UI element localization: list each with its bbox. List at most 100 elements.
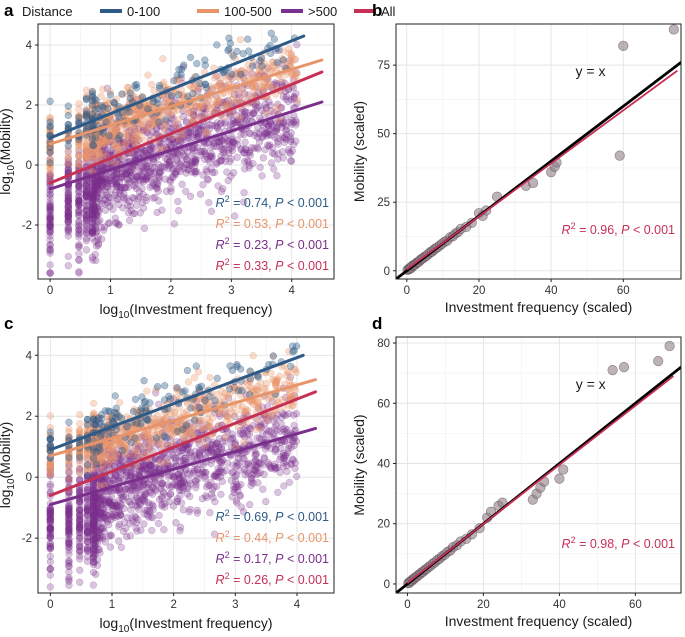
panel-d-letter: d bbox=[372, 314, 382, 333]
panel-a-point-d500 bbox=[88, 217, 96, 226]
panel-a-point-d500 bbox=[137, 165, 145, 173]
panel-a-point-d500 bbox=[111, 176, 119, 184]
panel-a-point-d100_500 bbox=[199, 100, 207, 108]
panel-c-point-d500 bbox=[288, 455, 297, 463]
panel-a-point-d100_500 bbox=[124, 127, 132, 136]
panel-a-point-d500 bbox=[185, 108, 194, 117]
panel-a-point-d500 bbox=[271, 133, 279, 142]
panel-a-point-d500 bbox=[267, 120, 275, 129]
panel-a-point-d500 bbox=[75, 230, 83, 238]
panel-a-point-d500 bbox=[138, 171, 146, 179]
panel-a-point-d500 bbox=[197, 125, 205, 134]
panel-a-point-d500 bbox=[91, 178, 100, 186]
panel-c-point-d0_100 bbox=[111, 392, 119, 400]
panel-c-point-d500 bbox=[65, 516, 73, 524]
panel-c-point-d500 bbox=[197, 470, 205, 478]
panel-c-point-d500 bbox=[76, 497, 84, 505]
panel-a-point-d500 bbox=[98, 135, 106, 143]
panel-a-point-d500 bbox=[113, 194, 122, 203]
panel-c-point-d500 bbox=[160, 525, 168, 534]
panel-a-point-d500 bbox=[204, 155, 212, 163]
panel-a-point-d500 bbox=[196, 190, 205, 198]
panel-a-point-d0_100 bbox=[126, 89, 134, 97]
panel-a-point-d500 bbox=[261, 100, 269, 108]
panel-a-point-d500 bbox=[88, 206, 96, 214]
panel-a-point-d100_500 bbox=[121, 141, 130, 149]
panel-a-point-d500 bbox=[124, 139, 133, 148]
panel-c-point-d100_500 bbox=[65, 475, 73, 483]
panel-c-point-d500 bbox=[108, 512, 117, 521]
panel-a-point-d500 bbox=[92, 227, 101, 235]
panel-a-point-d500 bbox=[64, 206, 72, 215]
panel-a-point-d500 bbox=[116, 174, 125, 182]
panel-a-point-d100_500 bbox=[46, 171, 54, 179]
panel-a-point-d500 bbox=[180, 164, 189, 173]
panel-a-point-d500 bbox=[46, 241, 54, 249]
legend-label-d0_100: 0-100 bbox=[127, 4, 160, 19]
panel-a-point-d500 bbox=[278, 119, 286, 128]
panel-a-point-d500 bbox=[156, 121, 165, 130]
panel-c-point-d0_100 bbox=[190, 416, 199, 424]
panel-a-point-d500 bbox=[191, 156, 200, 164]
panel-c-point-d500 bbox=[65, 568, 73, 576]
panel-a-point-d500 bbox=[64, 204, 72, 213]
panel-a-point-d500 bbox=[265, 130, 273, 139]
panel-a-point-d500 bbox=[82, 181, 91, 190]
panel-c-letter: c bbox=[4, 314, 13, 333]
panel-c-point-d500 bbox=[213, 482, 221, 491]
panel-c-point-d0_100 bbox=[286, 362, 295, 370]
panel-c-point-d500 bbox=[179, 485, 187, 493]
panel-c-point-d0_100 bbox=[118, 446, 127, 455]
panel-a-point-d500 bbox=[143, 128, 151, 137]
panel-a-point-d500 bbox=[75, 225, 83, 233]
panel-a-point-d500 bbox=[221, 157, 230, 165]
panel-a-point-d500 bbox=[94, 241, 103, 249]
panel-a-point-d500 bbox=[259, 154, 268, 162]
panel-a-point-d500 bbox=[213, 124, 222, 132]
panel-a-point-d500 bbox=[119, 169, 127, 177]
panel-a-point-d500 bbox=[172, 170, 180, 178]
panel-a-point-d500 bbox=[64, 191, 72, 199]
panel-a-point-d500 bbox=[277, 104, 285, 112]
panel-a-point-d500 bbox=[127, 139, 135, 147]
panel-a-point-d500 bbox=[274, 140, 282, 148]
panel-c-point-d500 bbox=[140, 461, 148, 469]
panel-a-point-d500 bbox=[93, 218, 101, 226]
panel-a-point-d500 bbox=[89, 210, 97, 219]
panel-a-point-d500 bbox=[95, 176, 104, 184]
panel-a-point-d500 bbox=[171, 96, 179, 104]
panel-c-point-d0_100 bbox=[65, 418, 73, 426]
panel-c-point-d0_100 bbox=[195, 404, 204, 412]
panel-a-point-d500 bbox=[129, 131, 138, 140]
panel-a-point-d500 bbox=[258, 106, 266, 114]
panel-c-point-d500 bbox=[190, 467, 198, 476]
panel-a-point-d500 bbox=[255, 102, 263, 110]
panel-a-point-d500 bbox=[75, 196, 83, 204]
panel-a-point-d500 bbox=[90, 194, 99, 203]
panel-a-point-d500 bbox=[110, 177, 118, 185]
panel-a-point-d500 bbox=[91, 183, 99, 191]
panel-a-point-d500 bbox=[82, 198, 91, 206]
panel-a-point-d0_100 bbox=[88, 90, 96, 98]
panel-c-point-d500 bbox=[106, 477, 114, 485]
panel-a-point-d100_500 bbox=[278, 76, 286, 84]
panel-a-point-d500 bbox=[246, 147, 254, 155]
panel-a-point-d100_500 bbox=[148, 80, 156, 89]
panel-c-point-d0_100 bbox=[179, 425, 187, 434]
panel-a-point-d500 bbox=[82, 229, 91, 237]
panel-a-point-d500 bbox=[144, 124, 152, 132]
panel-c-point-d0_100 bbox=[187, 404, 195, 412]
panel-a-point-d500 bbox=[88, 206, 96, 214]
panel-a-point-d500 bbox=[153, 183, 161, 192]
panel-c-point-d0_100 bbox=[211, 397, 219, 405]
legend-label-all: All bbox=[381, 4, 396, 19]
panel-a-point-d500 bbox=[216, 142, 224, 150]
panel-c-point-d500 bbox=[96, 549, 104, 557]
panel-a-point-d500 bbox=[228, 74, 236, 83]
panel-a-point-d500 bbox=[281, 133, 289, 142]
panel-a-point-d500 bbox=[96, 177, 104, 185]
panel-a-point-d500 bbox=[196, 148, 204, 156]
panel-a-point-d500 bbox=[179, 63, 188, 71]
panel-c-point-d500 bbox=[65, 575, 73, 584]
panel-a-point-d500 bbox=[113, 219, 121, 227]
